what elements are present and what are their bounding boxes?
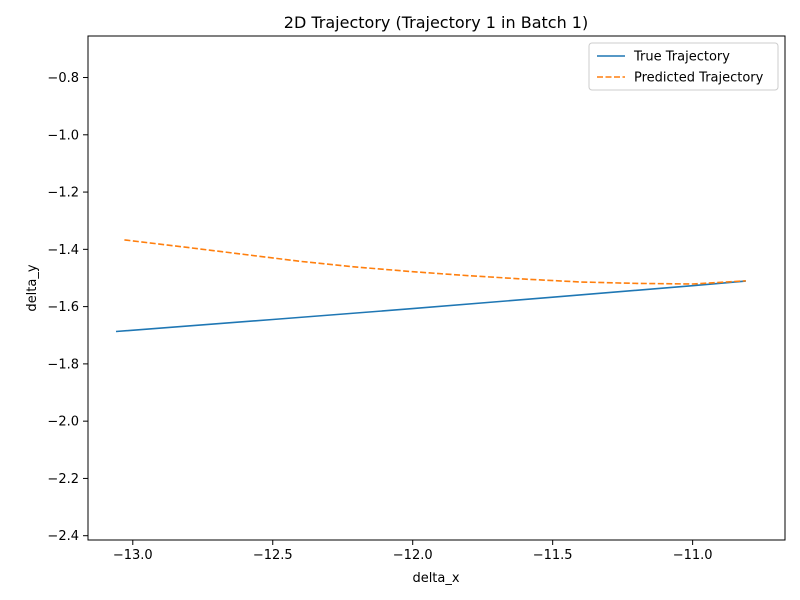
y-axis-label: delta_y [25,264,40,311]
legend-label-2: Predicted Trajectory [634,71,764,86]
legend-box [588,42,779,91]
y-tick-label: −1.8 [47,357,79,372]
y-tick-label: −1.6 [47,300,79,315]
y-axis: −2.4 −2.2 −2.0 −1.8 −1.6 −1.4 −1.2 −1.0 −0.8 [47,71,88,544]
y-tick-label: −0.8 [47,71,79,86]
x-tick-label: −11.5 [533,548,573,563]
x-tick-label: −11.0 [673,548,713,563]
y-tick-label: −1.2 [47,186,79,201]
x-tick-label: −13.0 [113,548,153,563]
y-tick-label: −1.0 [47,128,79,143]
series-line-1 [115,280,746,333]
series-line-2 [124,239,746,285]
x-axis-label: delta_x [412,571,459,586]
x-tick-label: −12.5 [253,548,293,563]
chart-title: 2D Trajectory (Trajectory 1 in Batch 1) [284,13,588,32]
x-tick-label: −12.0 [393,548,433,563]
legend: True Trajectory Predicted Trajectory [588,42,779,91]
axes-frame [87,35,786,541]
axes-border [87,35,786,541]
y-tick-label: −1.4 [47,243,79,258]
y-tick-label: −2.0 [47,415,79,430]
y-tick-label: −2.2 [47,472,79,487]
plot-area [115,239,746,333]
y-tick-label: −2.4 [47,529,79,544]
legend-label-1: True Trajectory [633,50,730,65]
x-axis: −13.0 −12.5 −12.0 −11.5 −11.0 [113,540,713,563]
